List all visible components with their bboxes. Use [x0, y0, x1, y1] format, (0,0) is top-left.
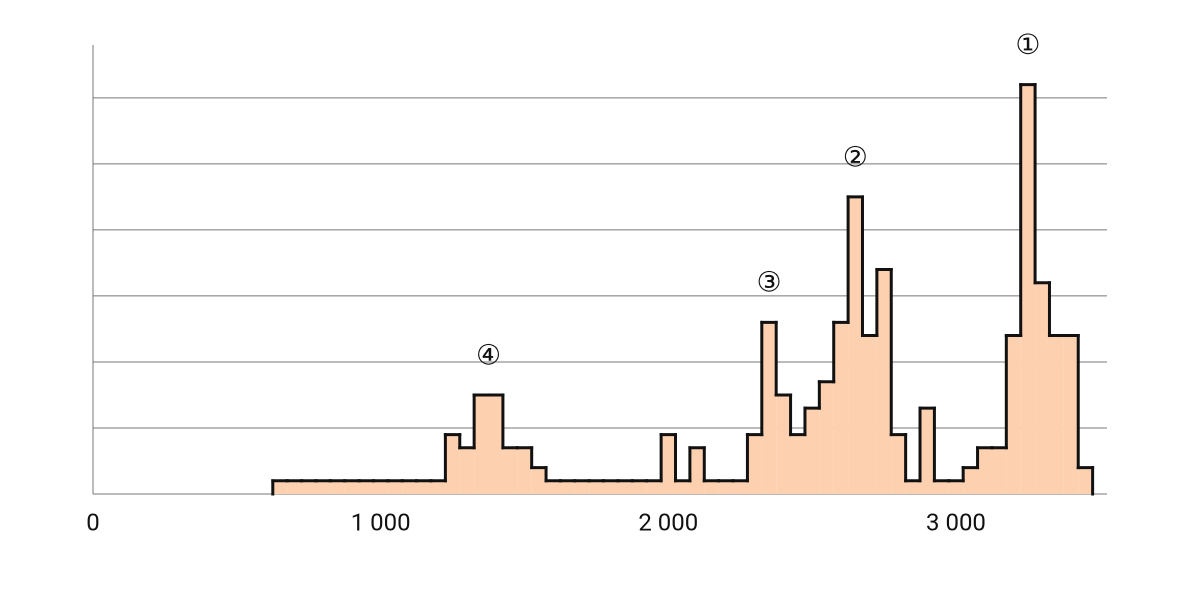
bar — [1035, 282, 1050, 494]
bar — [848, 196, 863, 494]
bar — [287, 480, 302, 494]
bar — [1063, 335, 1079, 494]
bar — [603, 480, 618, 494]
bar — [459, 447, 475, 494]
bar — [502, 447, 518, 494]
bar — [804, 408, 820, 494]
bar — [963, 467, 978, 494]
bar — [819, 381, 834, 494]
bar — [617, 480, 633, 494]
bar — [1049, 335, 1064, 494]
bar — [574, 480, 590, 494]
x-tick-label: 3 000 — [926, 508, 986, 536]
bar — [560, 480, 575, 494]
bar — [315, 480, 331, 494]
bar — [661, 434, 676, 494]
annotation: ② — [843, 140, 868, 173]
bar — [474, 394, 489, 494]
bar — [517, 447, 532, 494]
bar — [862, 335, 877, 494]
bar — [747, 434, 762, 494]
bar — [301, 480, 316, 494]
annotation: ④ — [476, 338, 501, 371]
bar — [905, 480, 921, 494]
bar — [934, 480, 949, 494]
bar — [761, 322, 777, 494]
x-tick-label: 0 — [86, 508, 100, 536]
bar — [359, 480, 374, 494]
bar — [344, 480, 360, 494]
annotation: ③ — [756, 266, 781, 299]
bar — [546, 480, 561, 494]
bar — [718, 480, 734, 494]
bar — [833, 322, 849, 494]
bar — [373, 480, 388, 494]
bar — [675, 480, 690, 494]
x-tick-label: 1 000 — [351, 508, 411, 536]
bar — [1020, 84, 1036, 494]
bar — [402, 480, 417, 494]
bar — [733, 480, 748, 494]
bar — [948, 480, 964, 494]
bar — [488, 394, 503, 494]
bar — [646, 480, 662, 494]
bar — [1006, 335, 1021, 494]
bar — [330, 480, 345, 494]
bar — [431, 480, 446, 494]
bar — [272, 480, 288, 494]
bar — [876, 269, 892, 494]
bar — [387, 480, 403, 494]
annotation: ① — [1015, 28, 1040, 61]
bar — [704, 480, 719, 494]
bar — [689, 447, 705, 494]
bar — [920, 408, 935, 494]
bar — [445, 434, 460, 494]
bar — [632, 480, 647, 494]
bar — [589, 480, 604, 494]
bar — [790, 434, 805, 494]
bar — [531, 467, 547, 494]
bar — [991, 447, 1007, 494]
bar — [891, 434, 906, 494]
bar — [416, 480, 431, 494]
bar — [1078, 467, 1093, 494]
x-tick-label: 2 000 — [638, 508, 698, 536]
bar — [977, 447, 992, 494]
bar — [776, 394, 791, 494]
